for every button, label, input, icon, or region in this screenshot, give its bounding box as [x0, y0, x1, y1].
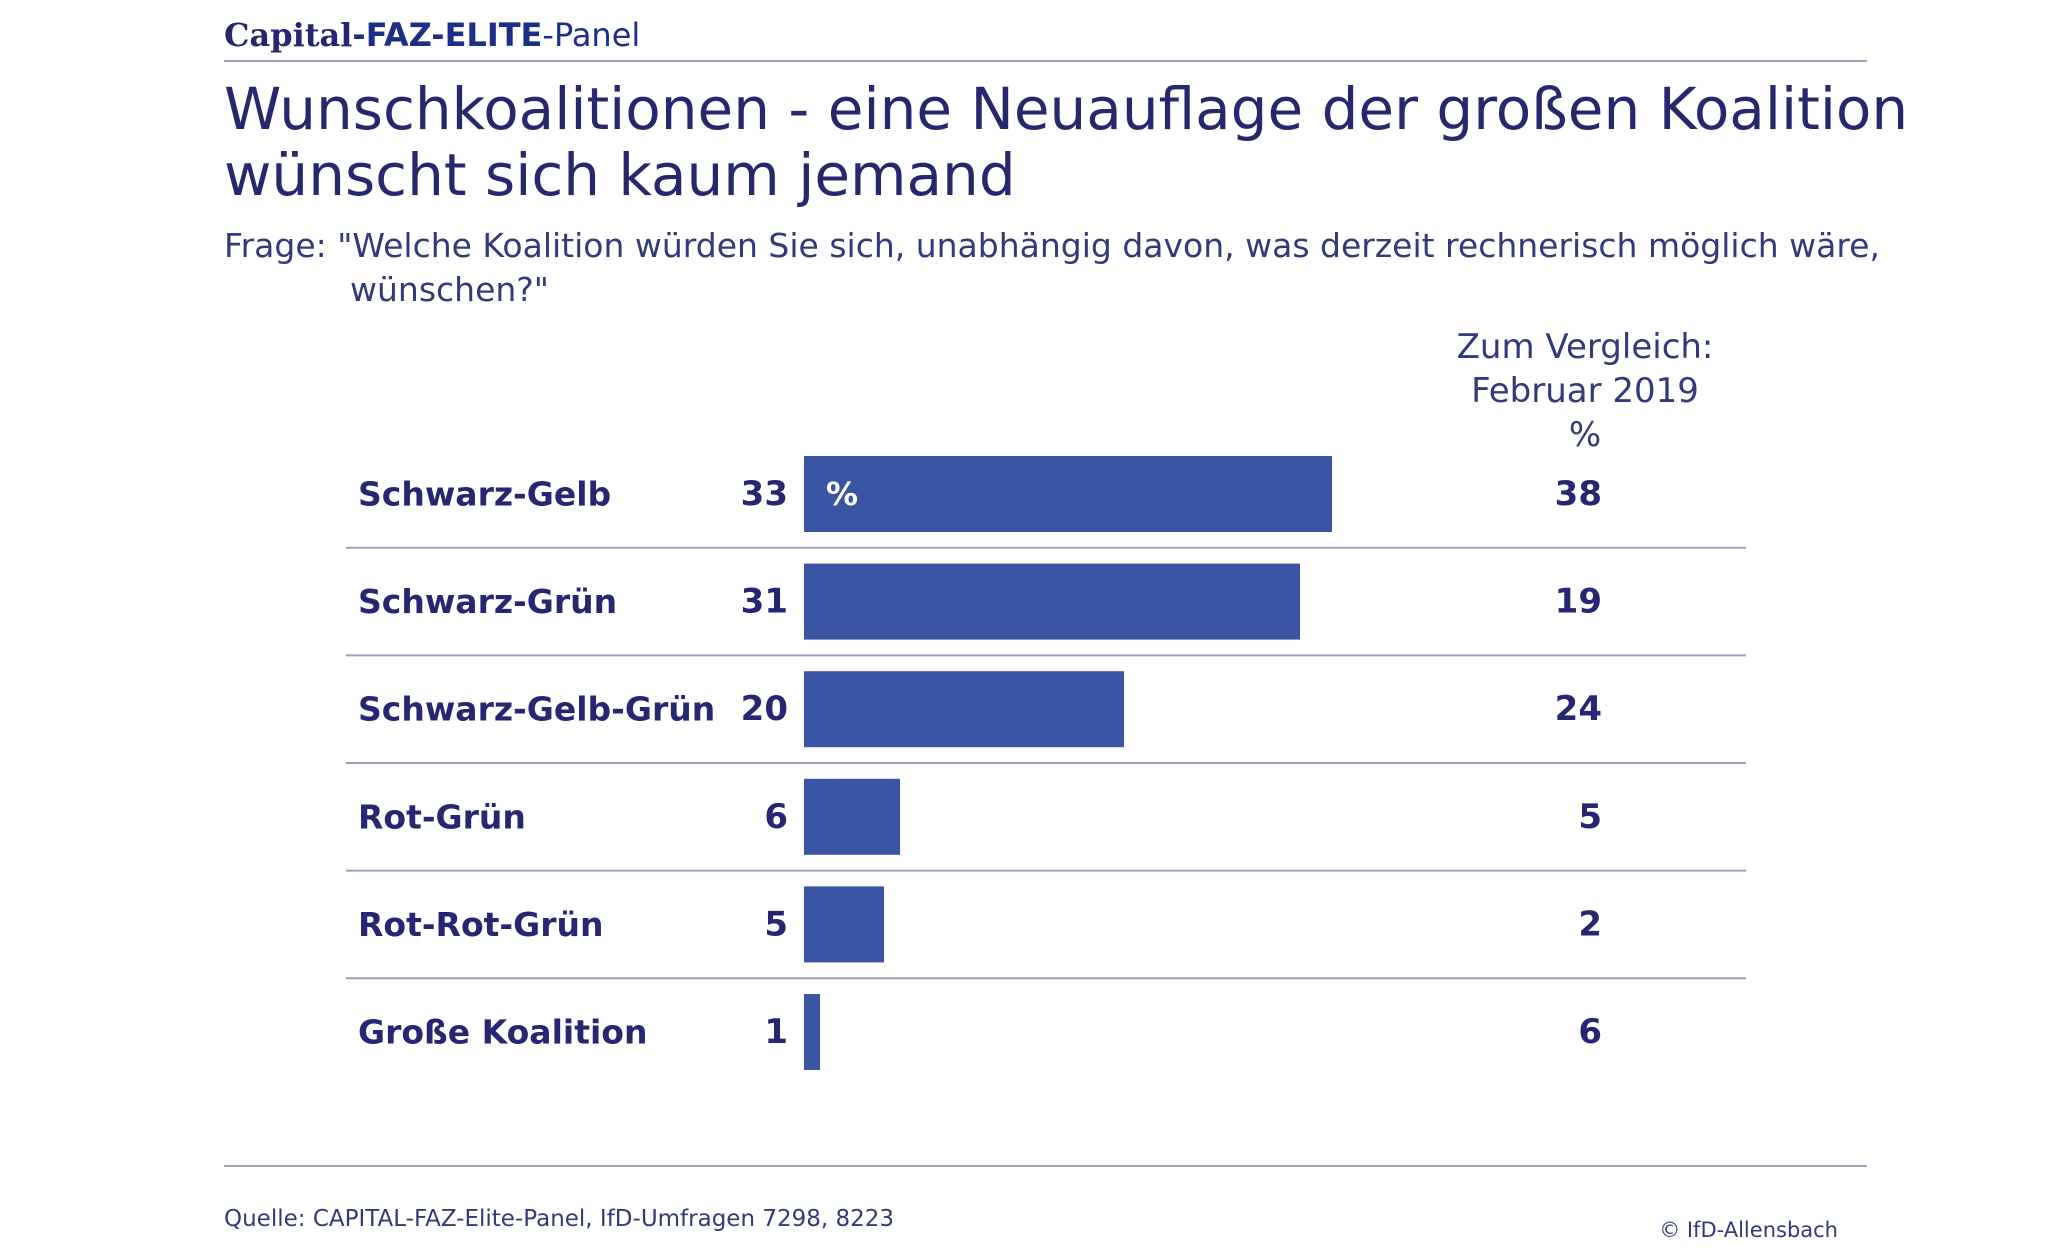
category-label: Große Koalition — [358, 1013, 647, 1052]
bar — [804, 886, 884, 963]
category-label: Schwarz-Grün — [358, 582, 617, 621]
value-label: 1 — [764, 1012, 788, 1052]
brand-capital: Capital — [224, 16, 353, 54]
comparison-value: 38 — [1555, 474, 1602, 514]
unit-label: % — [826, 475, 858, 513]
comparison-value: 6 — [1578, 1012, 1602, 1052]
comparison-header: Zum Vergleich: Februar 2019 % — [1430, 325, 1740, 457]
category-label: Rot-Rot-Grün — [358, 905, 603, 944]
chart-title: Wunschkoalitionen - eine Neuauflage der … — [224, 75, 1909, 209]
category-label: Schwarz-Gelb-Grün — [358, 690, 715, 729]
bar — [804, 994, 820, 1070]
comparison-header-unit: % — [1568, 415, 1602, 455]
bar — [804, 563, 1300, 640]
comparison-header-line1: Zum Vergleich: — [1456, 327, 1714, 367]
bar — [804, 456, 1332, 532]
value-label: 6 — [764, 797, 788, 837]
category-label: Rot-Grün — [358, 797, 526, 836]
survey-question: Frage: "Welche Koalition würden Sie sich… — [224, 226, 1880, 309]
comparison-value: 24 — [1555, 689, 1602, 729]
comparison-value: 19 — [1555, 582, 1602, 622]
value-label: 20 — [741, 689, 788, 729]
brand-panel: -Panel — [542, 16, 641, 54]
value-label: 31 — [741, 582, 788, 622]
brand-logo: Capital-FAZ-ELITE-Panel — [224, 10, 640, 60]
top-divider — [224, 60, 1867, 62]
category-label: Schwarz-Gelb — [358, 475, 611, 514]
bar — [804, 671, 1124, 748]
bottom-divider — [224, 1165, 1867, 1167]
comparison-header-line2: Februar 2019 — [1471, 371, 1699, 411]
copyright-note: © IfD-Allensbach — [1659, 1218, 1838, 1242]
value-label: 33 — [741, 474, 788, 514]
bar — [804, 778, 900, 855]
comparison-value: 5 — [1578, 797, 1602, 837]
brand-faz-elite: -FAZ-ELITE — [352, 16, 543, 54]
comparison-value: 2 — [1578, 904, 1602, 944]
value-label: 5 — [764, 904, 788, 944]
source-note: Quelle: CAPITAL-FAZ-Elite-Panel, IfD-Umf… — [224, 1206, 895, 1232]
